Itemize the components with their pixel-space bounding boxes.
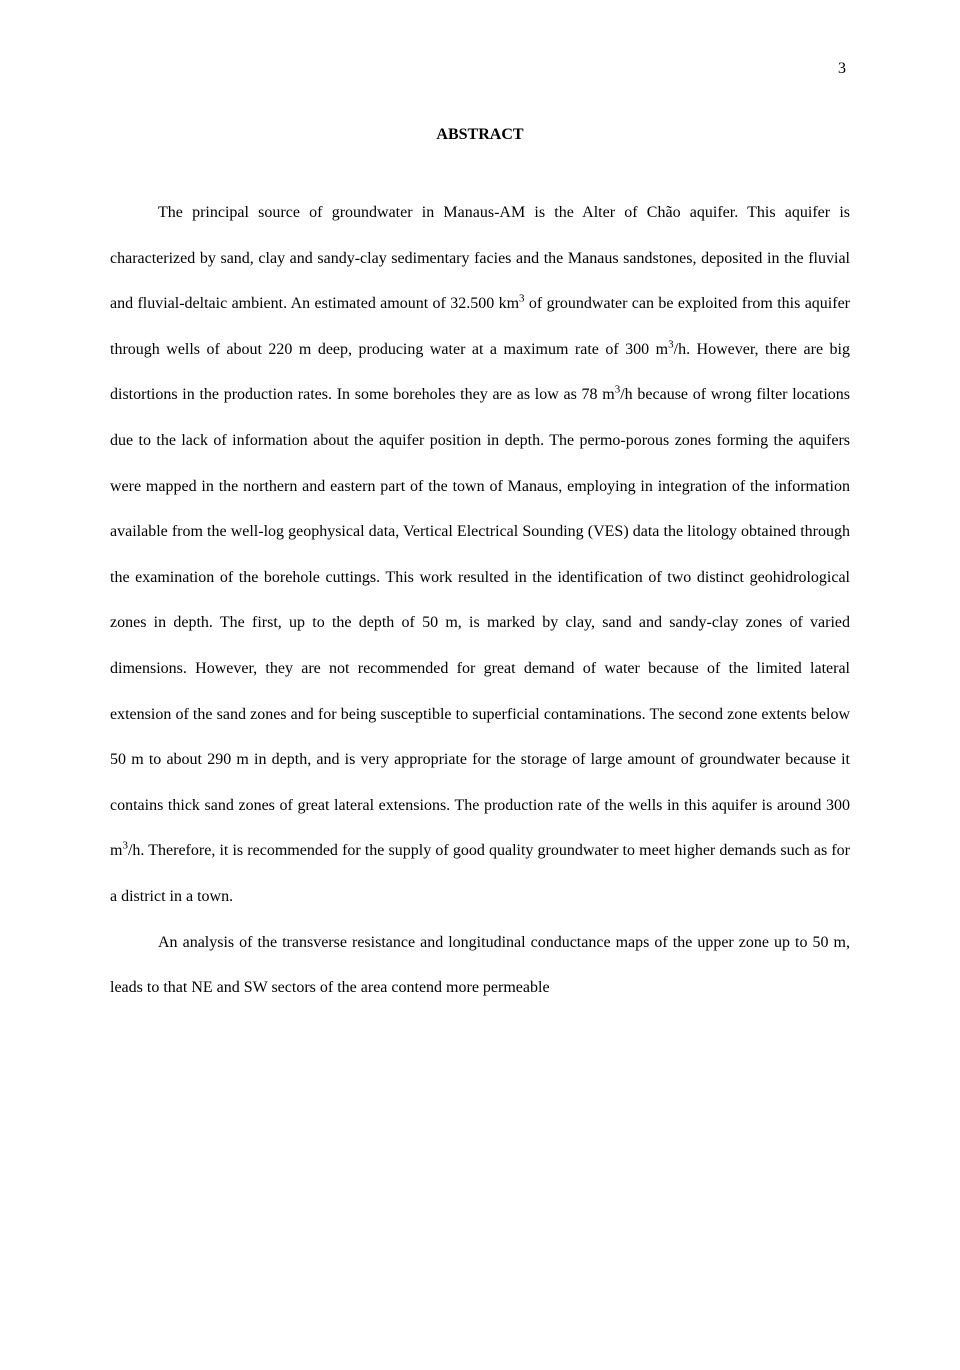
page-number: 3 (110, 60, 850, 78)
para1-seg-e: /h. Therefore, it is recommended for the… (110, 842, 850, 905)
abstract-heading: ABSTRACT (110, 126, 850, 144)
abstract-body: The principal source of groundwater in M… (110, 190, 850, 920)
para2-seg: An analysis of the transverse resistance… (110, 934, 850, 997)
abstract-body-continued: An analysis of the transverse resistance… (110, 920, 850, 1011)
para1-seg-d: /h because of wrong filter locations due… (110, 386, 850, 859)
